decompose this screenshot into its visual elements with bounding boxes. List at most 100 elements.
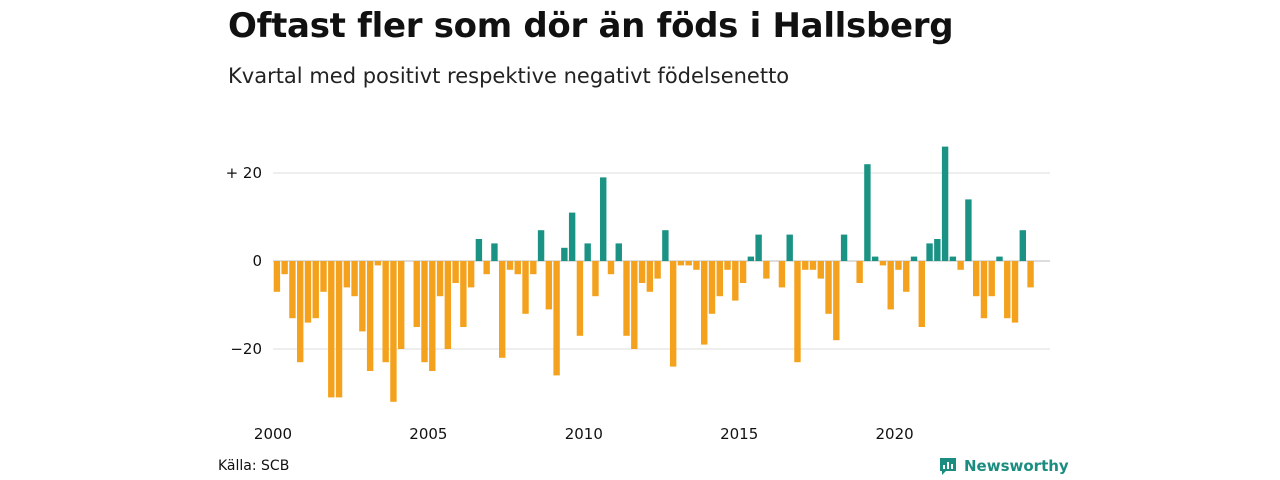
bar-2012-k4 <box>669 261 677 367</box>
bar-2005-k1 <box>429 261 436 371</box>
bar-2004-k3 <box>413 261 420 327</box>
bar-2022-k3 <box>972 261 980 297</box>
bar-2019-k3 <box>879 261 887 266</box>
bar-2003-k2 <box>374 261 382 266</box>
chart-subtitle: Kvartal med positivt respektive negativt… <box>228 64 790 88</box>
bar-2009-k3 <box>568 212 576 261</box>
bar-2010-k1 <box>584 243 591 261</box>
bar-2002-k2 <box>343 261 351 288</box>
bar-2003-k3 <box>382 261 389 363</box>
bar-2001-k4 <box>328 261 335 398</box>
bar-2005-k2 <box>436 261 444 297</box>
bar-2021-k3 <box>941 146 949 261</box>
y-axis-tick-labels: + 20 0 −20 <box>226 164 262 358</box>
bar-2009-k4 <box>576 261 584 336</box>
bar-2023-k3 <box>1004 261 1011 319</box>
bar-2006-k4 <box>483 261 490 275</box>
bar-2000-k4 <box>297 261 304 363</box>
bar-2010-k4 <box>607 261 615 275</box>
bar-2019-k4 <box>887 261 894 310</box>
bar-2018-k4 <box>856 261 863 283</box>
bar-2020-k1 <box>895 261 902 270</box>
bar-2006-k1 <box>460 261 467 327</box>
bar-2023-k2 <box>996 256 1003 261</box>
brand-name: Newsworthy <box>964 457 1069 475</box>
bar-2024-k2 <box>1027 261 1034 288</box>
bar-2007-k3 <box>506 261 514 270</box>
newsworthy-logo[interactable]: Newsworthy <box>938 456 1069 476</box>
bar-2017-k1 <box>802 261 809 270</box>
x-tick-label: 2010 <box>565 425 603 443</box>
bar-2003-k1 <box>366 261 374 371</box>
bar-2016-k4 <box>794 261 801 363</box>
bar-2001-k1 <box>304 261 312 323</box>
bar-2021-k2 <box>934 239 941 261</box>
bar-2022-k1 <box>957 261 964 270</box>
bar-2021-k4 <box>949 256 957 261</box>
bar-2005-k4 <box>452 261 459 283</box>
bar-2010-k2 <box>592 261 599 297</box>
bar-2017-k4 <box>825 261 832 314</box>
bar-2014-k3 <box>724 261 731 270</box>
bars <box>273 146 1034 402</box>
bar-2022-k4 <box>980 261 988 319</box>
bar-2005-k3 <box>444 261 452 349</box>
bar-2020-k3 <box>910 256 918 261</box>
bar-2014-k4 <box>732 261 739 301</box>
bar-2007-k4 <box>514 261 521 275</box>
bar-2015-k1 <box>739 261 747 283</box>
chart-title: Oftast fler som dör än föds i Hallsberg <box>228 6 954 46</box>
bar-2011-k4 <box>638 261 646 283</box>
bar-2017-k2 <box>809 261 817 270</box>
bar-2016-k2 <box>778 261 786 288</box>
bar-2006-k3 <box>475 239 483 261</box>
bar-2008-k3 <box>537 230 545 261</box>
x-tick-label: 2005 <box>409 425 447 443</box>
bar-2000-k2 <box>281 261 288 275</box>
bar-2012-k1 <box>646 261 654 292</box>
y-tick-label: −20 <box>230 340 262 358</box>
bar-2019-k1 <box>864 164 871 261</box>
bar-2000-k1 <box>273 261 281 292</box>
bar-2011-k2 <box>623 261 630 336</box>
bar-2003-k4 <box>390 261 397 402</box>
bar-2020-k4 <box>918 261 925 327</box>
bar-2015-k2 <box>747 256 755 261</box>
x-axis-tick-labels: 2000 2005 2010 2015 2020 <box>254 425 914 443</box>
y-tick-label: 0 <box>252 252 262 270</box>
bar-2007-k1 <box>491 243 498 261</box>
newsworthy-icon <box>940 458 956 475</box>
bar-2013-k3 <box>693 261 700 270</box>
x-tick-label: 2000 <box>254 425 292 443</box>
bar-2008-k1 <box>522 261 529 314</box>
source-label: Källa: SCB <box>218 458 290 474</box>
y-tick-label: + 20 <box>226 164 262 182</box>
bar-2008-k2 <box>530 261 537 275</box>
bar-2023-k4 <box>1011 261 1019 323</box>
bar-2001-k3 <box>320 261 327 292</box>
bar-2002-k4 <box>359 261 366 332</box>
bar-2004-k4 <box>421 261 428 363</box>
bar-2002-k3 <box>351 261 358 297</box>
bar-2021-k1 <box>926 243 933 261</box>
bar-2017-k3 <box>817 261 824 279</box>
gridlines <box>273 172 1050 350</box>
bar-2014-k1 <box>708 261 716 314</box>
bar-2019-k2 <box>871 256 879 261</box>
bar-2015-k3 <box>755 234 762 261</box>
bar-2023-k1 <box>988 261 995 297</box>
bar-2024-k1 <box>1019 230 1026 261</box>
bar-2018-k2 <box>840 234 848 261</box>
bar-2009-k2 <box>561 247 568 261</box>
bar-2015-k4 <box>763 261 770 279</box>
bar-2011-k3 <box>631 261 638 349</box>
bar-2001-k2 <box>312 261 319 319</box>
bar-2012-k2 <box>654 261 661 279</box>
bar-2008-k4 <box>545 261 553 310</box>
bar-2011-k1 <box>615 243 622 261</box>
bar-2010-k3 <box>600 177 607 261</box>
bar-2013-k2 <box>685 261 692 266</box>
bar-2018-k1 <box>833 261 840 341</box>
bar-2000-k3 <box>289 261 296 319</box>
